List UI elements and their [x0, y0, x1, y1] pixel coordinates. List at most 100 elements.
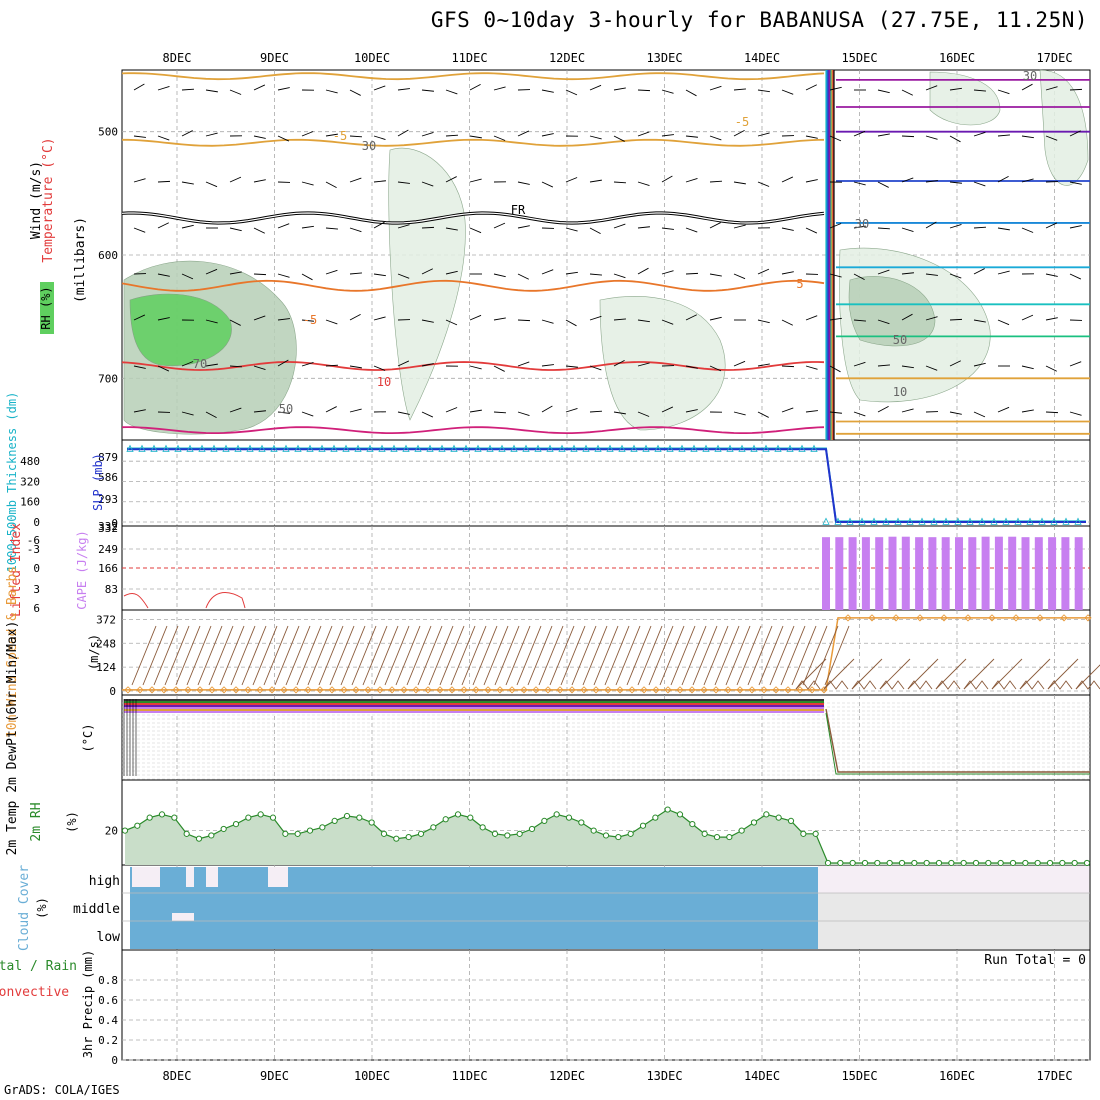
upper-wind-barb	[301, 131, 314, 137]
wind-speed-marker	[916, 614, 924, 622]
isotherm-line	[121, 279, 825, 292]
rh2m-point	[1022, 859, 1029, 867]
rh2m-point	[787, 817, 795, 824]
thickness-marker	[174, 444, 182, 452]
upper-wind-barb	[493, 86, 506, 91]
wind-speed-marker	[136, 686, 144, 694]
upper-wind-barb	[517, 361, 530, 367]
thickness-marker	[978, 517, 986, 525]
upper-wind-barb	[397, 360, 410, 367]
wind-speed-marker	[808, 686, 816, 694]
upper-wind-barb	[565, 408, 578, 413]
thickness-marker	[990, 517, 998, 525]
upper-wind-barb	[973, 181, 986, 187]
upper-wind-barb	[949, 87, 962, 91]
thickness-marker	[738, 444, 746, 452]
upper-wind-barb	[805, 135, 818, 139]
upper-wind-barb	[997, 175, 1009, 183]
surface-wind-barb	[747, 625, 773, 686]
rh-axis-label: RH (%)	[39, 286, 53, 329]
upper-wind-barb	[373, 221, 385, 229]
surface-wind-barb	[428, 625, 454, 686]
rh2m-point	[306, 827, 314, 834]
thickness-marker	[162, 444, 170, 452]
upper-wind-barb	[565, 365, 578, 368]
upper-wind-barb	[1021, 135, 1034, 139]
upper-wind-barb	[613, 135, 625, 142]
upper-wind-barb	[613, 87, 626, 91]
cape-bar	[928, 537, 937, 610]
surface-wind-barb	[461, 625, 487, 686]
rh-contour-area	[129, 293, 232, 367]
rh2m-point	[158, 811, 166, 818]
surface-wind-barb	[274, 625, 300, 686]
rh2m-point	[701, 830, 708, 837]
rh2m-point	[356, 814, 363, 821]
wind-speed-marker	[844, 614, 852, 622]
thickness-marker	[438, 444, 446, 452]
upper-wind-barb	[757, 268, 770, 275]
rh2m-point	[553, 811, 560, 818]
upper-wind-barb	[949, 318, 963, 321]
rh2m-point	[590, 827, 597, 834]
upper-wind-barb	[901, 365, 914, 369]
wind-speed-marker	[664, 686, 672, 694]
upper-wind-barb	[661, 270, 674, 275]
temp-band	[124, 709, 824, 711]
upper-wind-barb	[997, 227, 1010, 231]
contour-label: -5	[303, 313, 317, 327]
upper-wind-barb	[733, 129, 745, 137]
surface-wind-barb	[780, 625, 806, 686]
upper-wind-barb	[997, 89, 1010, 95]
upper-wind-barb	[349, 89, 361, 96]
upper-wind-barb	[661, 319, 674, 325]
surface-wind-pennant	[1047, 680, 1073, 690]
wind-speed-marker	[652, 686, 660, 694]
surface-wind-barb	[1047, 658, 1079, 690]
upper-wind-barb	[973, 226, 987, 229]
upper-wind-barb	[997, 406, 1010, 413]
upper-wind-barb	[925, 85, 938, 91]
upper-wind-barb	[1045, 317, 1058, 321]
upper-wind-barb	[565, 177, 578, 183]
thickness-marker	[666, 444, 674, 452]
surface-wind-barb	[714, 625, 740, 686]
upper-wind-barb	[1021, 409, 1034, 413]
rh2m-point	[1083, 859, 1091, 867]
thickness-marker	[1002, 517, 1010, 525]
upper-wind-barb	[445, 89, 458, 95]
thickness-marker	[810, 444, 818, 452]
contour-label: 30	[362, 139, 376, 153]
rh2m-point	[652, 814, 659, 821]
upper-wind-barb	[445, 227, 458, 231]
surface-wind-barb	[571, 625, 597, 686]
upper-wind-barb	[229, 176, 242, 183]
temp-band	[124, 711, 824, 713]
upper-wind-barb	[709, 222, 721, 229]
upper-wind-barb	[517, 225, 530, 229]
wind-speed-marker	[496, 686, 504, 694]
rh-contour-area	[1039, 69, 1089, 186]
upper-wind-barb	[637, 131, 650, 137]
wind-speed-marker	[364, 686, 372, 694]
upper-wind-barb	[1021, 365, 1034, 370]
series-thickness	[127, 447, 1086, 523]
upper-wind-barb	[733, 360, 746, 367]
wind-speed-marker	[988, 614, 996, 622]
surface-wind-barb	[362, 625, 388, 686]
upper-wind-barb	[181, 273, 194, 280]
top-day-label: 17DEC	[1036, 51, 1072, 65]
top-day-label: 12DEC	[549, 51, 585, 65]
surface-wind-barb	[252, 625, 278, 686]
rh2m-point	[294, 830, 301, 837]
rh2m-point	[578, 819, 585, 826]
bottom-day-label: 12DEC	[549, 1069, 585, 1083]
thickness-marker	[894, 517, 902, 525]
temp2m-axis-label: 2m Temp 2m DewPt (6hr Min/Max)	[5, 621, 20, 856]
upper-wind-barb	[181, 361, 194, 367]
slp-tick-label: 293	[98, 493, 118, 506]
upper-wind-barb	[661, 406, 674, 413]
wind-tick-label: 372	[96, 613, 116, 626]
top-day-label: 13DEC	[646, 51, 682, 65]
